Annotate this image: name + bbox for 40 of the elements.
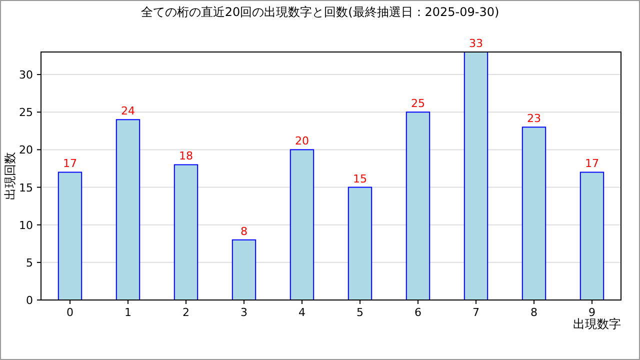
y-tick-label: 30 bbox=[19, 68, 33, 82]
x-tick-label: 5 bbox=[356, 306, 364, 319]
bar bbox=[522, 126, 546, 300]
y-tick-label: 5 bbox=[26, 256, 33, 270]
y-tick-label: 25 bbox=[19, 106, 33, 120]
data-label: 20 bbox=[295, 134, 309, 148]
bar bbox=[116, 119, 140, 300]
y-tick-label: 15 bbox=[19, 181, 33, 194]
bar bbox=[290, 149, 314, 300]
data-label: 18 bbox=[179, 150, 193, 163]
bar bbox=[580, 172, 604, 300]
x-tick-label: 6 bbox=[414, 306, 422, 319]
x-tick-label: 3 bbox=[240, 306, 248, 319]
bar bbox=[232, 239, 256, 300]
x-tick-label: 0 bbox=[66, 306, 74, 319]
x-tick-label: 4 bbox=[298, 306, 306, 319]
y-tick-label: 20 bbox=[19, 144, 33, 157]
y-tick-label: 0 bbox=[26, 294, 33, 307]
bar bbox=[58, 172, 82, 300]
x-tick-label: 2 bbox=[182, 306, 190, 319]
x-tick-label: 9 bbox=[588, 306, 596, 319]
data-label: 17 bbox=[585, 157, 599, 170]
bar bbox=[174, 164, 198, 300]
bar bbox=[464, 52, 488, 300]
data-label: 23 bbox=[527, 112, 541, 126]
x-tick-label: 7 bbox=[472, 306, 480, 319]
bar bbox=[406, 112, 430, 300]
x-axis-title: 出現数字 bbox=[573, 317, 621, 331]
bar bbox=[348, 186, 372, 300]
data-label: 17 bbox=[63, 157, 77, 170]
y-axis-title: 出現回数 bbox=[3, 152, 17, 200]
data-label: 8 bbox=[240, 224, 248, 238]
data-label: 25 bbox=[411, 97, 425, 110]
data-label: 33 bbox=[469, 37, 483, 50]
chart-title: 全ての桁の直近20回の出現数字と回数(最終抽選日：2025-09-30) bbox=[140, 5, 500, 19]
data-label: 15 bbox=[353, 172, 367, 186]
x-tick-label: 8 bbox=[530, 306, 538, 319]
data-label: 24 bbox=[121, 104, 135, 118]
x-tick-label: 1 bbox=[124, 306, 132, 319]
y-tick-label: 10 bbox=[19, 218, 33, 232]
